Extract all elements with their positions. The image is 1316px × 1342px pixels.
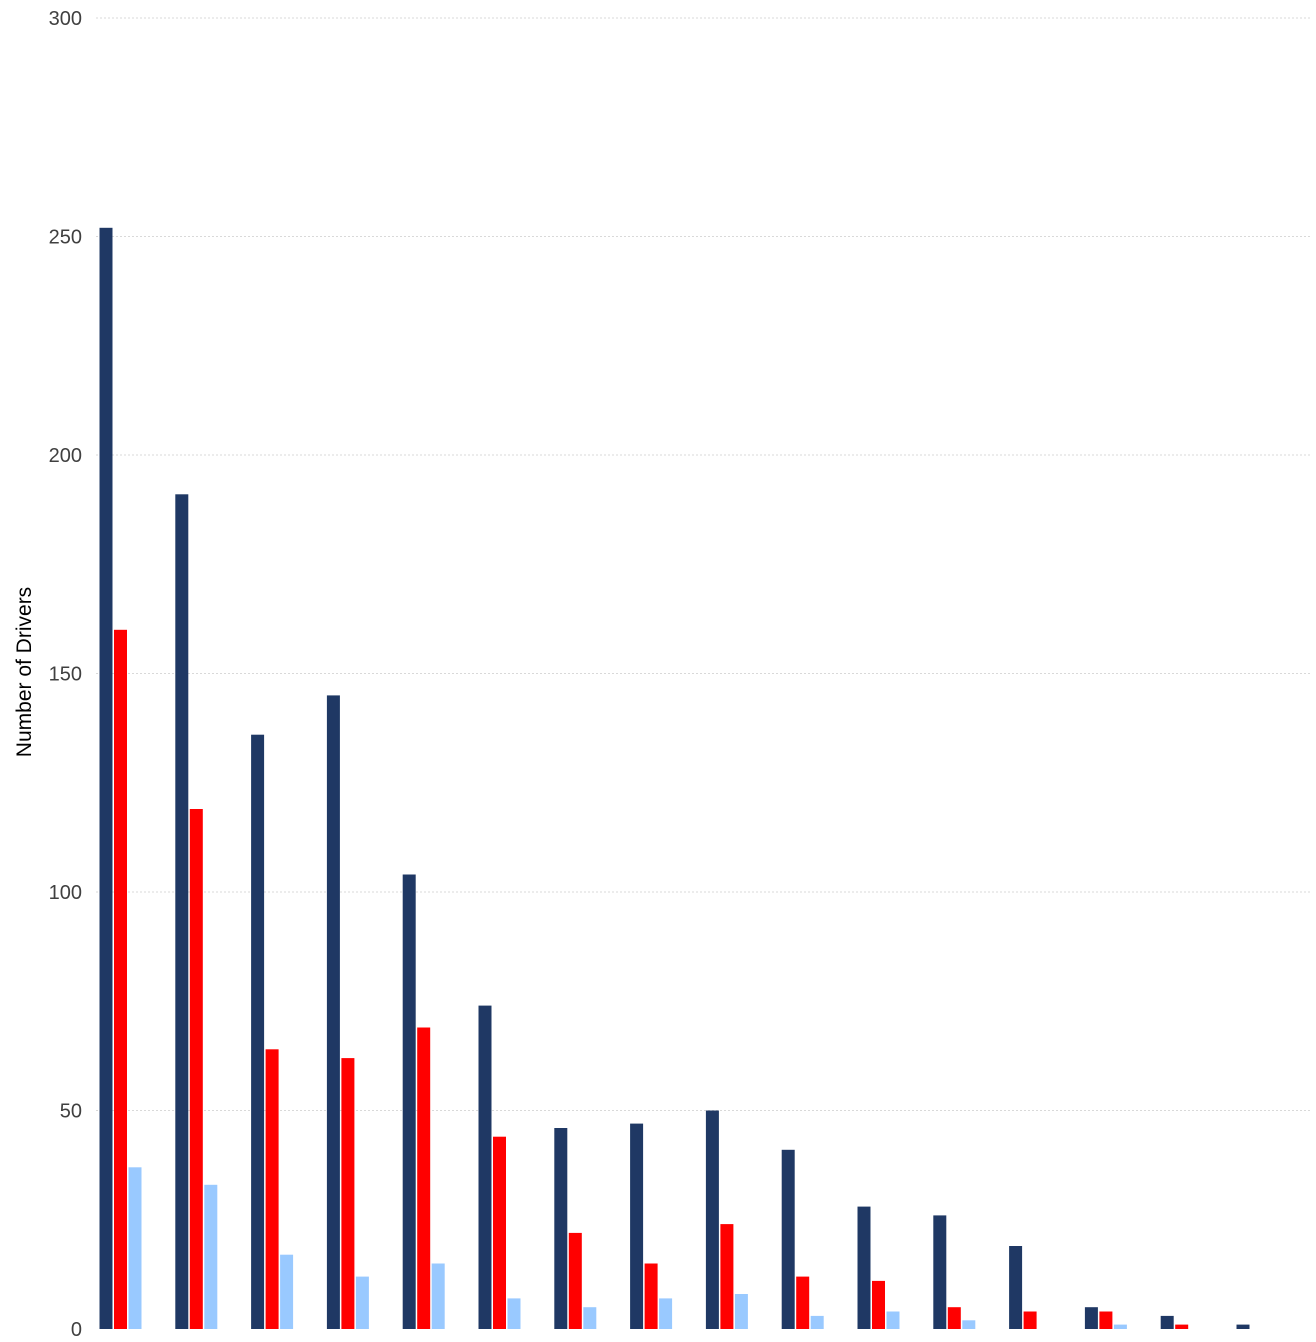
y-tick-label: 250 [49,227,82,249]
bar-series-3-item-5 [431,1263,445,1329]
bar-series-2-item-8 [644,1263,658,1329]
y-tick-label: 100 [49,882,82,904]
bar-series-3-item-12 [962,1320,976,1329]
bar-series-2-item-13 [1023,1311,1037,1329]
bar-series-1-item-6 [478,1005,492,1329]
y-tick-label: 300 [49,8,82,30]
y-tick-label: 150 [49,664,82,686]
bar-series-1-item-9 [705,1110,719,1329]
bar-series-1-item-11 [857,1206,871,1329]
bar-series-1-item-16 [1236,1324,1250,1329]
bar-series-1-item-14 [1084,1307,1098,1329]
bar-series-2-item-10 [796,1276,810,1329]
bar-series-2-item-11 [872,1280,885,1329]
bar-series-2-item-15 [1175,1324,1189,1329]
bar-series-2-item-2 [189,809,203,1329]
bar-series-1-item-7 [554,1128,568,1329]
bar-series-3-item-4 [355,1276,369,1329]
bars [99,227,1250,1329]
bar-series-2-item-1 [114,629,127,1329]
bar-series-3-item-1 [128,1167,142,1329]
bar-series-1-item-8 [630,1123,644,1329]
bar-series-2-item-14 [1099,1311,1113,1329]
bar-series-3-item-11 [886,1311,900,1329]
bar-series-1-item-15 [1160,1315,1174,1329]
bar-series-3-item-7 [583,1307,597,1329]
y-tick-label: 0 [71,1319,82,1341]
bar-series-1-item-5 [402,874,416,1329]
bar-series-3-item-8 [659,1298,673,1329]
bar-series-3-item-9 [734,1294,748,1329]
bar-series-2-item-4 [341,1058,355,1329]
bar-series-2-item-3 [265,1049,279,1329]
y-tick-label: 50 [60,1101,82,1123]
bar-series-2-item-12 [947,1307,961,1329]
bar-series-1-item-3 [251,734,265,1329]
bar-series-3-item-14 [1113,1324,1127,1329]
bar-series-2-item-5 [417,1027,431,1329]
bar-series-1-item-1 [99,227,113,1329]
bar-series-1-item-2 [175,494,189,1329]
bar-series-1-item-10 [781,1149,795,1329]
y-axis-title: Number of Drivers [13,587,36,757]
bar-series-3-item-10 [810,1315,824,1329]
bar-series-3-item-2 [204,1184,218,1329]
bar-series-3-item-3 [280,1254,294,1329]
gridlines [96,17,1310,1111]
y-axis-ticks: 0 50 100 150 200 250 300 [49,8,82,1341]
bar-series-1-item-13 [1009,1246,1023,1329]
bar-series-2-item-7 [568,1232,582,1329]
y-tick-label: 200 [49,445,82,467]
bar-series-1-item-4 [326,695,340,1329]
bar-series-2-item-9 [720,1224,734,1329]
bar-series-1-item-12 [933,1215,947,1329]
bar-series-2-item-6 [493,1136,506,1329]
bar-series-3-item-6 [507,1298,521,1329]
